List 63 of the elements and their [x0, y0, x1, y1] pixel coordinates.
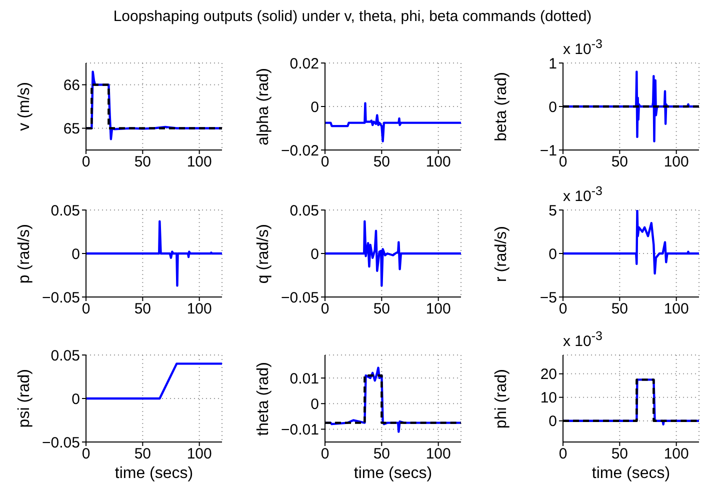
y-tick-label: −1 — [540, 142, 557, 160]
x-tick-label: 100 — [426, 446, 451, 463]
y-tick-label: 0 — [548, 413, 557, 430]
y-tick-label: 0 — [548, 246, 557, 263]
line-series — [325, 102, 461, 142]
y-tick-label: 10 — [540, 390, 557, 407]
y-axis-title: v (m/s) — [15, 82, 34, 131]
y-tick-label: 0 — [72, 390, 80, 408]
x-tick-label: 100 — [664, 446, 689, 463]
y-tick-label: 0.02 — [290, 55, 319, 72]
y-tick-label: 0.05 — [50, 202, 80, 220]
x-tick-label: 50 — [373, 154, 390, 171]
x-tick-label: 100 — [664, 300, 689, 318]
y-tick-label: −0.05 — [281, 289, 319, 306]
y-tick-label: 0.05 — [50, 347, 80, 364]
x-tick-label: 50 — [134, 154, 152, 171]
y-tick-label: −5 — [540, 289, 557, 306]
y-axis-title: q (rad/s) — [254, 224, 273, 284]
y-tick-label: 20 — [540, 366, 557, 384]
y-tick-label: 0 — [310, 396, 319, 413]
x-tick-label: 100 — [664, 154, 689, 171]
x-tick-label: 50 — [373, 446, 390, 463]
y-tick-label: 1 — [548, 55, 557, 72]
x-tick-label: 50 — [611, 446, 628, 463]
y-tick-label: 0 — [72, 246, 80, 263]
text: x 10$^{-3}$ — [563, 184, 602, 205]
x-tick-label: 50 — [611, 154, 628, 171]
y-tick-label: 0 — [310, 246, 319, 263]
text: x 10$^{-3}$ — [563, 37, 602, 58]
y-tick-label: 66 — [63, 77, 80, 94]
y-axis-title: r (rad/s) — [492, 226, 511, 282]
x-axis-title: time (secs) — [590, 464, 672, 484]
y-tick-label: 0 — [548, 98, 557, 116]
y-tick-label: −0.05 — [42, 289, 80, 306]
y-axis-title: beta (rad) — [492, 72, 511, 142]
y-tick-label: 65 — [63, 120, 80, 138]
y-tick-label: 5 — [548, 202, 557, 220]
x-tick-label: 100 — [426, 154, 451, 171]
y-tick-label: 0 — [310, 98, 319, 116]
y-tick-label: 0.01 — [290, 370, 319, 388]
y-axis-title: phi (rad) — [492, 368, 511, 428]
x-tick-label: 50 — [611, 300, 628, 318]
line-series — [325, 220, 461, 287]
y-tick-label: −0.01 — [281, 422, 319, 439]
x-tick-label: 50 — [134, 300, 152, 318]
x-tick-label: 100 — [186, 154, 212, 171]
y-axis-title: alpha (rad) — [254, 68, 273, 146]
y-tick-label: −0.05 — [42, 434, 80, 452]
y-axis-title: psi (rad) — [15, 369, 34, 428]
x-axis-title: time (secs) — [352, 464, 434, 484]
y-axis-title: theta (rad) — [254, 362, 273, 436]
y-tick-label: 0.05 — [290, 202, 319, 220]
x-tick-label: 100 — [426, 300, 451, 318]
x-axis-title: time (secs) — [114, 464, 194, 484]
x-tick-label: 100 — [186, 300, 212, 318]
x-tick-label: 100 — [186, 446, 212, 463]
y-tick-label: −0.02 — [281, 142, 319, 160]
text: Loopshaping outputs (solid) under v, theta, phi, beta commands (dotted) — [112, 8, 593, 25]
line-series — [86, 220, 222, 287]
text: x 10$^{-3}$ — [563, 329, 602, 350]
x-tick-label: 50 — [134, 446, 152, 463]
y-axis-title: p (rad/s) — [15, 224, 34, 284]
x-tick-label: 50 — [373, 300, 390, 318]
